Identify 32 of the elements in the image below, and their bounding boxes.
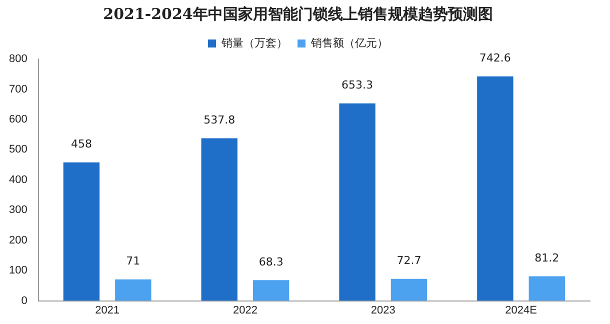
y-tick-label: 500 bbox=[8, 144, 28, 156]
x-tick-label: 2021 bbox=[95, 304, 120, 316]
data-label: 653.3 bbox=[342, 78, 374, 92]
chart-title: 2021-2024年中国家用智能门锁线上销售规模趋势预测图 bbox=[103, 4, 493, 23]
y-tick-label: 700 bbox=[8, 83, 28, 96]
data-label: 458 bbox=[70, 138, 92, 151]
bar bbox=[201, 138, 238, 301]
y-tick-label: 100 bbox=[8, 264, 28, 277]
x-tick-label: 2024E bbox=[505, 304, 537, 316]
bar bbox=[477, 76, 514, 301]
y-tick-label: 200 bbox=[8, 234, 28, 246]
y-tick-label: 400 bbox=[8, 174, 28, 186]
y-tick-label: 0 bbox=[21, 294, 28, 307]
x-tick-label: 2022 bbox=[232, 304, 258, 316]
bar bbox=[339, 103, 376, 301]
data-label: 72.7 bbox=[396, 254, 422, 268]
data-label: 742.6 bbox=[479, 52, 511, 65]
bar bbox=[63, 162, 100, 301]
data-label: 68.3 bbox=[258, 256, 284, 269]
bar bbox=[390, 278, 428, 301]
bar bbox=[115, 279, 152, 301]
y-tick-label: 800 bbox=[8, 53, 28, 66]
bar bbox=[252, 280, 290, 301]
x-tick-label: 2023 bbox=[370, 304, 396, 316]
legend-label: 销量（万套） bbox=[220, 36, 288, 50]
bar bbox=[528, 276, 566, 301]
y-tick-label: 600 bbox=[8, 113, 28, 126]
y-tick-label: 300 bbox=[8, 204, 28, 216]
data-label: 71 bbox=[126, 254, 140, 268]
legend-label: 销售额（亿元） bbox=[310, 36, 388, 50]
data-label: 81.2 bbox=[534, 252, 560, 265]
data-label: 537.8 bbox=[204, 114, 236, 127]
